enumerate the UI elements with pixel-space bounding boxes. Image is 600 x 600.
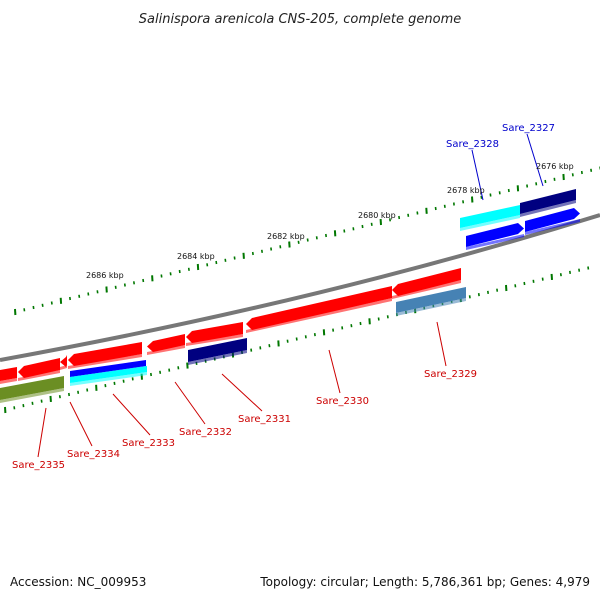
feature-red-7-body xyxy=(0,367,17,381)
feature-red-3[interactable] xyxy=(147,334,185,355)
feature-red-4-body xyxy=(68,342,142,366)
callout-sare-2332 xyxy=(174,381,206,425)
feature-sare-2329-shade xyxy=(396,298,466,316)
feature-sare-2333-cyan-body xyxy=(70,366,147,383)
map-title: Salinispora arenicola CNS-205, complete … xyxy=(139,12,461,27)
feature-red-7[interactable] xyxy=(0,367,17,384)
feature-sare-2331[interactable] xyxy=(188,338,247,365)
feature-red-2-body xyxy=(186,322,243,343)
tick-tracks xyxy=(4,166,600,414)
feature-red-2[interactable] xyxy=(186,322,243,346)
feature-blue-right-2-shade xyxy=(525,219,580,235)
feature-red-7-shade xyxy=(0,378,17,384)
callout-sare-2333 xyxy=(112,393,151,436)
feature-red-1[interactable] xyxy=(392,268,461,299)
scale-label-2682: 2682 kbp xyxy=(267,232,305,241)
gene-label-sare-2332[interactable]: Sare_2332 xyxy=(179,427,232,438)
callout-sare-2335 xyxy=(37,407,47,458)
feature-red-1-shade xyxy=(392,280,461,299)
callout-sare-2327 xyxy=(526,133,544,187)
features-layer xyxy=(0,189,580,403)
scale-label-2676: 2676 kbp xyxy=(536,162,574,171)
gene-label-sare-2329[interactable]: Sare_2329 xyxy=(424,369,477,380)
feature-sare-2329-body xyxy=(396,287,466,313)
feature-red-6-shade xyxy=(18,370,60,381)
gene-label-sare-2327[interactable]: Sare_2327 xyxy=(502,123,555,134)
gene-label-sare-2335[interactable]: Sare_2335 xyxy=(12,460,65,471)
feature-red-1-body xyxy=(392,268,461,296)
gene-label-sare-2328[interactable]: Sare_2328 xyxy=(446,139,499,150)
feature-sare-2335[interactable] xyxy=(0,376,64,403)
feature-sare-2328-shade xyxy=(460,215,520,231)
callout-lines xyxy=(37,133,544,458)
feature-red-5-shade xyxy=(60,365,67,370)
feature-red-3-shade xyxy=(147,345,185,355)
feature-sare-2328-body xyxy=(460,205,520,228)
feature-red-5[interactable] xyxy=(60,355,67,370)
feature-red-3-body xyxy=(147,334,185,352)
callout-sare-2330 xyxy=(328,349,341,394)
scale-label-2686: 2686 kbp xyxy=(86,271,124,280)
callout-sare-2328 xyxy=(471,149,484,201)
feature-sare-2335-body xyxy=(0,376,64,400)
feature-blue-right-1[interactable] xyxy=(466,223,524,250)
feature-blue-right-2-body xyxy=(525,208,580,232)
feature-sare-2330[interactable] xyxy=(246,286,392,333)
feature-sare-2330-shade xyxy=(246,298,392,333)
callout-sare-2329 xyxy=(436,321,447,367)
feature-sare-2333-blue-body xyxy=(70,360,146,377)
feature-sare-2327-shade xyxy=(520,200,576,217)
scale-labels: 2676 kbp 2678 kbp 2680 kbp 2682 kbp 2684… xyxy=(86,162,574,280)
feature-red-4-shade xyxy=(68,354,142,369)
accession-text: Accession: NC_009953 xyxy=(10,575,146,589)
feature-blue-right-1-shade xyxy=(466,234,524,250)
feature-blue-right-2[interactable] xyxy=(525,208,580,235)
feature-sare-2331-body xyxy=(188,338,247,362)
feature-sare-2328[interactable] xyxy=(460,205,520,231)
gene-label-sare-2331[interactable]: Sare_2331 xyxy=(238,414,291,425)
gene-label-sare-2333[interactable]: Sare_2333 xyxy=(122,438,175,449)
feature-red-2-shade xyxy=(186,334,243,346)
scale-label-2678: 2678 kbp xyxy=(447,186,485,195)
feature-red-6[interactable] xyxy=(18,358,60,381)
feature-sare-2327[interactable] xyxy=(520,189,576,217)
scale-label-2680: 2680 kbp xyxy=(358,211,396,220)
feature-red-6-body xyxy=(18,358,60,378)
genome-stats-text: Topology: circular; Length: 5,786,361 bp… xyxy=(259,575,590,589)
feature-sare-2333-cyan[interactable] xyxy=(70,366,147,386)
feature-sare-2331-shade xyxy=(188,350,247,365)
feature-sare-2329[interactable] xyxy=(396,287,466,316)
gene-labels: Sare_2327 Sare_2328 Sare_2329 Sare_2330 … xyxy=(12,123,555,471)
feature-red-5-body xyxy=(60,355,67,367)
genome-backbone xyxy=(0,213,600,362)
gene-label-sare-2334[interactable]: Sare_2334 xyxy=(67,449,120,460)
scale-label-2684: 2684 kbp xyxy=(177,252,215,261)
feature-red-4[interactable] xyxy=(68,342,142,369)
feature-blue-right-1-body xyxy=(466,223,524,247)
feature-sare-2335-shade xyxy=(0,388,64,403)
feature-sare-2330-body xyxy=(246,286,392,330)
gene-label-sare-2330[interactable]: Sare_2330 xyxy=(316,396,369,407)
callout-sare-2334 xyxy=(69,401,93,447)
feature-sare-2333-cyan-shade xyxy=(70,372,147,386)
feature-sare-2327-body xyxy=(520,189,576,214)
callout-sare-2331 xyxy=(221,373,263,412)
